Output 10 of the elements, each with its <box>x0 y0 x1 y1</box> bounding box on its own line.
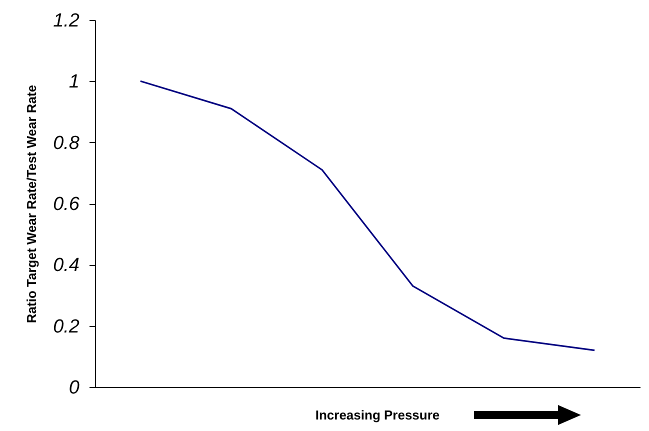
y-tick-label: 0.4 <box>53 255 80 276</box>
x-axis-title: Increasing Pressure <box>315 408 440 422</box>
y-tick-label: 0.8 <box>53 132 80 154</box>
y-tick-label: 0.6 <box>53 194 80 215</box>
y-tick-label: 1.2 <box>53 10 80 32</box>
line-series <box>140 80 596 352</box>
y-tick-label: 0.2 <box>53 316 80 338</box>
y-tick-label: 1 <box>68 72 80 93</box>
y-tick-label: 0 <box>68 378 80 398</box>
y-axis-title: Ratio Target Wear Rate/Test Wear Rate <box>24 84 40 324</box>
